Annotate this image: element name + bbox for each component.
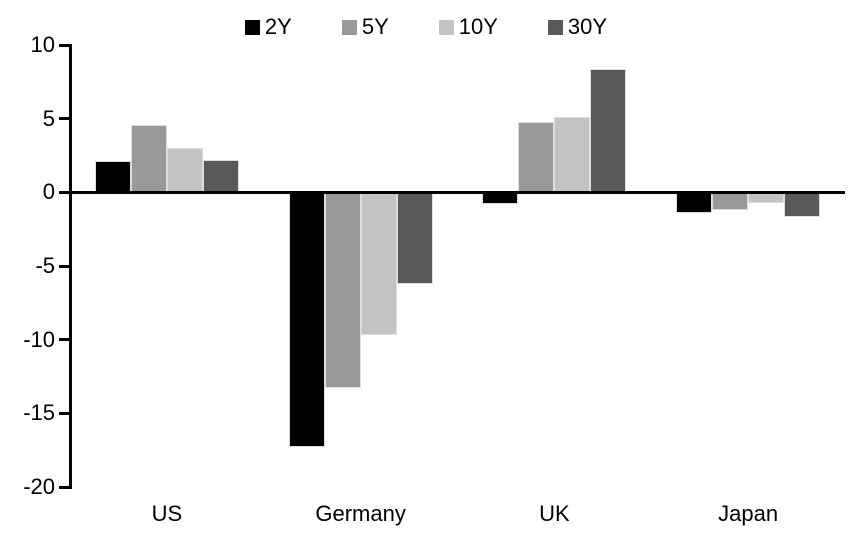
bar-uk-5y	[518, 121, 555, 193]
bar-uk-2y	[482, 192, 519, 205]
bar-japan-5y	[712, 192, 749, 210]
y-tick--20	[58, 485, 69, 489]
bar-uk-30y	[590, 68, 627, 193]
plot-area: 10 5 0 -5 -10 -15 -20 US Germany UK Japan	[23, 34, 845, 525]
y-tick--15	[58, 411, 69, 415]
legend-swatch-30y	[547, 19, 563, 35]
legend-item-30y: 30Y	[547, 14, 608, 39]
bar-us-2y	[94, 161, 131, 193]
bar-us-10y	[166, 148, 203, 193]
y-tick-10	[58, 43, 69, 47]
bar-japan-10y	[748, 192, 785, 203]
y-tick-0	[58, 190, 69, 194]
y-tick-5	[58, 117, 69, 121]
y-tick-label--20: -20	[23, 474, 55, 499]
bar-germany-30y	[396, 192, 433, 284]
y-tick-label-0: 0	[42, 179, 55, 205]
legend-label: 5Y	[361, 14, 389, 39]
bar-uk-10y	[554, 117, 591, 193]
legend-label: 30Y	[567, 14, 608, 39]
legend-swatch-10y	[438, 19, 454, 35]
bar-germany-5y	[324, 192, 361, 389]
legend-swatch-5y	[341, 19, 357, 35]
legend-label: 10Y	[458, 14, 498, 39]
legend-swatch-2y	[244, 19, 260, 35]
bar-japan-2y	[676, 192, 713, 213]
bar-us-30y	[202, 159, 239, 193]
y-tick--10	[58, 338, 69, 342]
bar-germany-2y	[288, 192, 325, 448]
legend-label: 2Y	[264, 14, 292, 39]
legend-item-5y: 5Y	[341, 14, 389, 39]
legend-item-2y: 2Y	[244, 14, 292, 39]
legend-item-10y: 10Y	[438, 14, 498, 39]
y-tick--5	[58, 264, 69, 268]
zero-baseline	[70, 190, 845, 194]
x-label-uk: UK	[539, 501, 570, 526]
bar-us-5y	[130, 124, 167, 193]
legend: 2Y 5Y 10Y 30Y	[0, 16, 852, 38]
y-tick-label-5: 5	[42, 105, 55, 131]
y-tick-label-10: 10	[30, 32, 55, 57]
x-label-germany: Germany	[315, 501, 406, 526]
x-label-us: US	[151, 501, 183, 526]
y-axis-line	[68, 43, 72, 489]
y-tick-label--15: -15	[23, 400, 55, 426]
bar-japan-30y	[784, 192, 821, 218]
x-label-japan: Japan	[718, 501, 779, 526]
bar-germany-10y	[360, 192, 397, 336]
y-tick-label--5: -5	[35, 253, 55, 278]
y-tick-label--10: -10	[23, 326, 55, 352]
